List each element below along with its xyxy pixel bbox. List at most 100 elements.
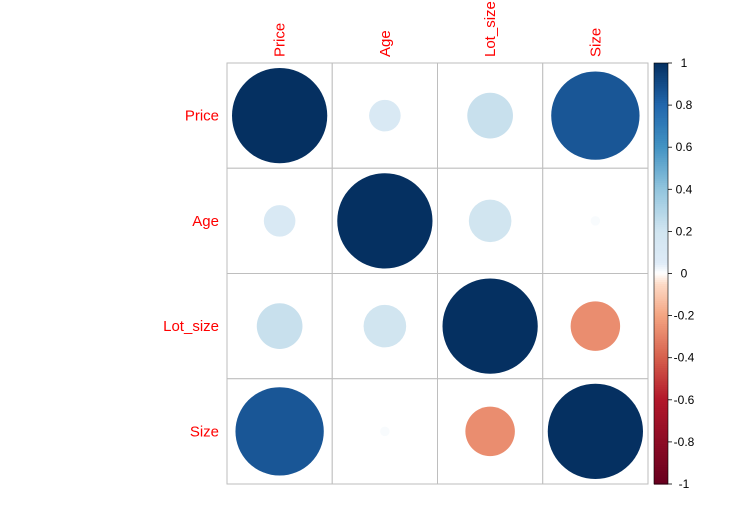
- colorbar-segment: [654, 351, 668, 355]
- colorbar-segment: [654, 448, 668, 451]
- colorbar-segment: [654, 212, 668, 216]
- colorbar-segment: [654, 429, 668, 432]
- colorbar-segment: [654, 338, 668, 342]
- colorbar-segment: [654, 142, 668, 146]
- colorbar-segment: [654, 393, 668, 397]
- colorbar-segment: [654, 214, 668, 218]
- colorbar-tick-label: -0.4: [674, 351, 695, 365]
- colorbar-segment: [654, 65, 668, 68]
- colorbar-segment: [654, 441, 668, 445]
- circle-Age-Age: [337, 173, 433, 269]
- colorbar-segment: [654, 254, 668, 258]
- colorbar-segment: [654, 364, 668, 367]
- colorbar-segment: [654, 231, 668, 235]
- circle-Price-Size: [551, 71, 640, 160]
- colorbar-segment: [654, 290, 668, 294]
- colorbar-segment: [654, 246, 668, 249]
- colorbar-segment: [654, 305, 668, 308]
- colorbar-segment: [654, 340, 668, 344]
- colorbar-segment: [654, 294, 668, 298]
- colorbar-segment: [654, 195, 668, 199]
- colorbar-segment: [654, 281, 668, 285]
- colorbar-segment: [654, 271, 668, 275]
- colorbar-segment: [654, 376, 668, 380]
- colorbar-segment: [654, 414, 668, 418]
- colorbar-segment: [654, 279, 668, 283]
- colorbar-segment: [654, 387, 668, 390]
- colorbar-segment: [654, 353, 668, 357]
- column-label-Age: Age: [377, 30, 394, 57]
- colorbar-segment: [654, 273, 668, 277]
- colorbar-segment: [654, 467, 668, 470]
- colorbar-segment: [654, 286, 668, 289]
- colorbar-segment: [654, 454, 668, 458]
- colorbar-segment: [654, 435, 668, 439]
- colorbar-segment: [654, 216, 668, 220]
- colorbar-segment: [654, 117, 668, 121]
- colorbar-segment: [654, 233, 668, 237]
- colorbar-segment: [654, 433, 668, 437]
- colorbar-segment: [654, 176, 668, 180]
- colorbar-segment: [654, 342, 668, 346]
- colorbar-segment: [654, 187, 668, 190]
- colorbar-segment: [654, 401, 668, 405]
- colorbar-segment: [654, 277, 668, 281]
- circle-Size-Age: [380, 426, 390, 437]
- colorbar-segment: [654, 256, 668, 260]
- colorbar-segment: [654, 84, 668, 87]
- colorbar-segment: [654, 317, 668, 321]
- colorbar-segment: [654, 391, 668, 395]
- colorbar-segment: [654, 267, 668, 270]
- circle-Lot_size-Price: [256, 303, 303, 349]
- colorbar-segment: [654, 284, 668, 287]
- colorbar-segment: [654, 269, 668, 272]
- colorbar-segment: [654, 166, 668, 169]
- colorbar-segment: [654, 302, 668, 306]
- colorbar-segment: [654, 206, 668, 209]
- colorbar-segment: [654, 481, 668, 485]
- circle-Size-Lot_size: [465, 406, 515, 457]
- circle-Lot_size-Size: [570, 301, 621, 351]
- colorbar-segment: [654, 225, 668, 228]
- colorbar-segment: [654, 168, 668, 171]
- colorbar-segment: [654, 425, 668, 428]
- colorbar-segment: [654, 389, 668, 392]
- colorbar-segment: [654, 412, 668, 416]
- circle-Age-Lot_size: [468, 199, 512, 243]
- colorbar-segment: [654, 191, 668, 195]
- colorbar-segment: [654, 292, 668, 296]
- colorbar-segment: [654, 79, 668, 83]
- colorbar-segment: [654, 307, 668, 310]
- colorbar-segment: [654, 330, 668, 334]
- colorbar-segment: [654, 96, 668, 100]
- colorbar-segment: [654, 71, 668, 75]
- colorbar-segment: [654, 368, 668, 371]
- circle-Age-Size: [590, 216, 601, 226]
- colorbar: 1 0.8 0.6 0.4 0.2 0 -0.2 -0.4 -0.6 -0.8 -1: [653, 56, 695, 491]
- colorbar-segment: [654, 237, 668, 241]
- circle-Price-Lot_size: [467, 92, 513, 139]
- colorbar-segment: [654, 113, 668, 117]
- colorbar-tick-label: 0.6: [676, 140, 693, 154]
- colorbar-segment: [654, 361, 668, 365]
- colorbar-segment: [654, 170, 668, 174]
- colorbar-segment: [654, 115, 668, 119]
- colorbar-segment: [654, 416, 668, 420]
- colorbar-segment: [654, 105, 668, 108]
- colorbar-segment: [654, 229, 668, 232]
- colorbar-segment: [654, 406, 668, 409]
- colorbar-segment: [654, 450, 668, 454]
- colorbar-segment: [654, 227, 668, 230]
- circle-Size-Price: [235, 387, 324, 476]
- colorbar-segment: [654, 172, 668, 176]
- circle-Price-Price: [232, 68, 328, 164]
- colorbar-segment: [654, 347, 668, 350]
- colorbar-segment: [654, 81, 668, 85]
- colorbar-segment: [654, 288, 668, 291]
- colorbar-segment: [654, 460, 668, 464]
- colorbar-segment: [654, 456, 668, 460]
- colorbar-segment: [654, 140, 668, 144]
- colorbar-segment: [654, 315, 668, 319]
- colorbar-tick-label: 1: [681, 56, 688, 70]
